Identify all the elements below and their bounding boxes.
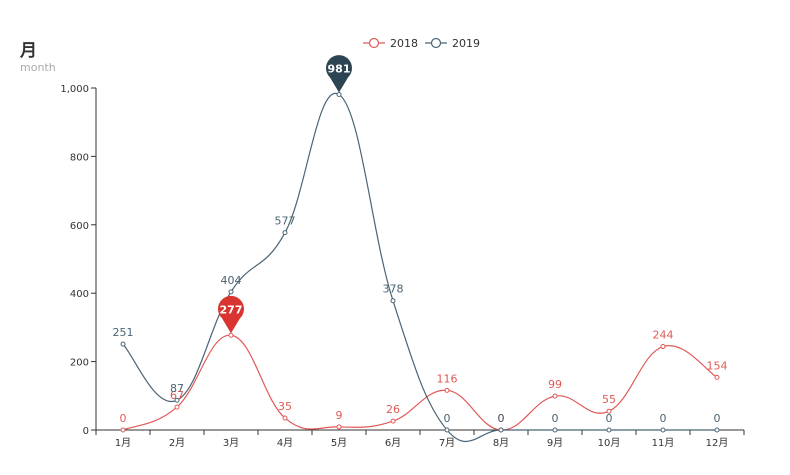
data-label-2018: 0 xyxy=(498,412,505,425)
data-point-2019 xyxy=(228,289,234,295)
data-point-2018 xyxy=(336,424,342,430)
data-label-2019: 0 xyxy=(714,412,721,425)
data-label-2019: 404 xyxy=(221,274,242,287)
data-label-2019: 0 xyxy=(552,412,559,425)
x-tick-label: 6月 xyxy=(385,437,401,449)
data-point-2019 xyxy=(120,341,126,347)
data-label-2018: 9 xyxy=(336,409,343,422)
x-tick-label: 2月 xyxy=(169,437,185,449)
data-point-2019 xyxy=(336,91,342,97)
data-label-2018: 0 xyxy=(120,412,127,425)
data-point-2019 xyxy=(552,427,558,433)
x-tick-label: 5月 xyxy=(331,437,347,449)
data-label-2019: 0 xyxy=(606,412,613,425)
legend-marker xyxy=(430,37,442,49)
x-tick-label: 3月 xyxy=(223,437,239,449)
data-point-2018 xyxy=(174,404,180,410)
data-label-2019: 0 xyxy=(444,412,451,425)
max-pin-2019: 981 xyxy=(326,55,352,93)
data-label-2018: 35 xyxy=(278,400,292,413)
data-label-2019: 87 xyxy=(170,382,184,395)
data-point-2018 xyxy=(282,415,288,421)
y-tick-label: 200 xyxy=(70,358,89,369)
data-label-2018: 55 xyxy=(602,393,616,406)
data-point-2018 xyxy=(228,332,234,338)
series-lines xyxy=(122,92,718,443)
data-label-2018: 26 xyxy=(386,403,400,416)
legend-label: 2018 xyxy=(390,37,418,50)
data-point-2019 xyxy=(714,427,720,433)
legend[interactable]: 2018 2019 xyxy=(363,37,480,50)
x-tick-label: 7月 xyxy=(439,437,455,449)
pin-marker xyxy=(326,55,352,93)
chart-subtitle: month xyxy=(20,61,56,74)
x-tick-label: 12月 xyxy=(706,437,729,449)
pin-label: 277 xyxy=(220,303,243,316)
data-point-2019 xyxy=(444,427,450,433)
data-points xyxy=(120,91,720,433)
data-point-2018 xyxy=(444,387,450,393)
data-point-2019 xyxy=(498,427,504,433)
chart-title: 月 xyxy=(20,41,37,61)
data-label-2018: 154 xyxy=(707,359,728,372)
data-label-2018: 244 xyxy=(653,329,674,342)
pin-marker xyxy=(218,295,244,334)
legend-label: 2019 xyxy=(452,37,480,50)
data-label-2018: 116 xyxy=(437,372,458,385)
legend-item-2018[interactable]: 2018 xyxy=(363,37,418,50)
x-tick-label: 1月 xyxy=(115,437,131,449)
y-tick-label: 1,000 xyxy=(60,84,89,95)
x-tick-label: 8月 xyxy=(493,437,509,449)
x-tick-label: 11月 xyxy=(652,437,675,449)
data-point-2018 xyxy=(660,344,666,350)
pin-label: 981 xyxy=(328,62,351,75)
y-tick-label: 0 xyxy=(83,426,89,437)
y-tick-label: 800 xyxy=(70,152,89,163)
legend-item-2019[interactable]: 2019 xyxy=(425,37,480,50)
data-point-2019 xyxy=(390,298,396,304)
x-tick-label: 9月 xyxy=(547,437,563,449)
axes: 0 200 400 600 800 1,000 1月 2月 3月 4月 5月 6月 7月 8月 9月 10月 1… xyxy=(60,84,745,449)
data-label-2018: 67 xyxy=(170,389,184,402)
data-label-2019: 577 xyxy=(275,215,296,228)
data-point-2018 xyxy=(714,374,720,380)
data-label-2018: 99 xyxy=(548,378,562,391)
data-point-2018 xyxy=(390,418,396,424)
data-point-2018 xyxy=(552,393,558,399)
data-point-2019 xyxy=(606,427,612,433)
data-point-2019 xyxy=(282,230,288,236)
series-line-2018 xyxy=(122,334,718,431)
data-labels: 0 67 35 9 26 116 0 99 55 244 154 251 87 404 577 378 0 0 0 0… xyxy=(113,215,728,425)
y-tick-label: 400 xyxy=(70,289,89,300)
x-tick-label: 10月 xyxy=(598,437,621,449)
data-label-2019: 0 xyxy=(498,412,505,425)
max-pins: 277 981 xyxy=(218,55,352,334)
x-tick-label: 4月 xyxy=(277,437,293,449)
data-point-2018 xyxy=(606,408,612,414)
data-point-2018 xyxy=(120,427,126,433)
max-pin-2018: 277 xyxy=(218,295,244,334)
data-label-2019: 378 xyxy=(383,283,404,296)
legend-marker xyxy=(368,37,380,49)
data-label-2019: 251 xyxy=(113,326,134,339)
data-point-2019 xyxy=(660,427,666,433)
series-line-2019 xyxy=(122,92,717,443)
y-tick-label: 600 xyxy=(70,221,89,232)
data-label-2019: 0 xyxy=(660,412,667,425)
data-point-2019 xyxy=(174,397,180,403)
